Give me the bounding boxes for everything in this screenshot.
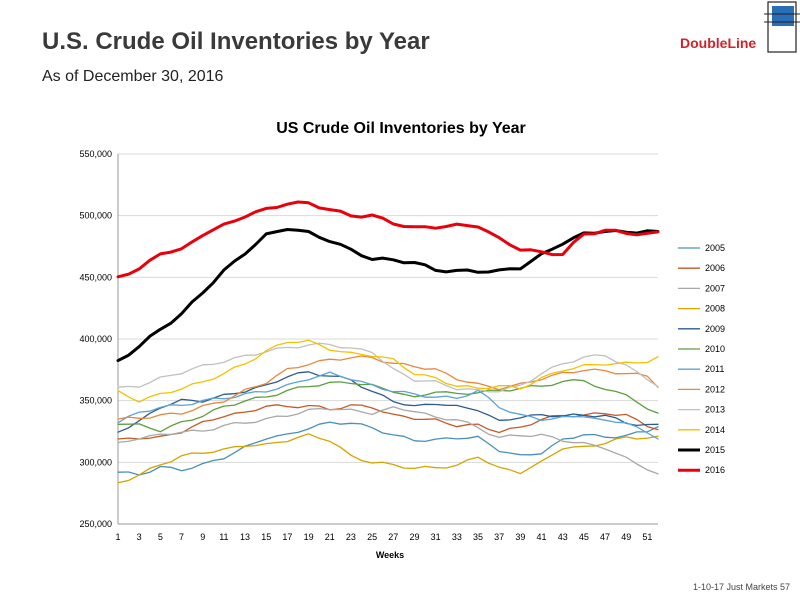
legend-label-2006: 2006 — [705, 263, 725, 273]
y-tick-label: 250,000 — [79, 519, 112, 529]
slide-subtitle: As of December 30, 2016 — [42, 68, 224, 85]
legend: 2005 2006 2007 2008 2009 2010 2011 2012 2013 2014… — [678, 243, 725, 475]
legend-label-2015: 2015 — [705, 445, 725, 455]
x-tick-label: 11 — [219, 532, 228, 542]
x-tick-label: 21 — [325, 532, 335, 542]
legend-label-2016: 2016 — [705, 465, 725, 475]
legend-label-2005: 2005 — [705, 243, 725, 253]
series-lines — [116, 200, 660, 484]
series-line-2011 — [117, 371, 659, 440]
x-tick-label: 43 — [558, 532, 568, 542]
x-tick-label: 29 — [409, 532, 419, 542]
legend-label-2011: 2011 — [705, 364, 724, 374]
x-tick-label: 23 — [346, 532, 356, 542]
slide-title: U.S. Crude Oil Inventories by Year — [42, 28, 430, 55]
series-line-2013 — [117, 342, 659, 393]
y-axis-tick-labels: 250,000 300,000 350,000 400,000 450,000 500,0… — [79, 149, 112, 529]
footer-page-note: 1-10-17 Just Markets 57 — [692, 582, 790, 592]
x-tick-label: 3 — [137, 532, 142, 542]
x-tick-label: 15 — [261, 532, 271, 542]
x-tick-label: 49 — [621, 532, 631, 542]
y-tick-label: 350,000 — [79, 396, 112, 406]
series-line-2012 — [117, 355, 659, 420]
legend-label-2014: 2014 — [705, 425, 725, 435]
x-tick-label: 19 — [304, 532, 314, 542]
x-tick-label: 1 — [115, 532, 120, 542]
legend-label-2013: 2013 — [705, 405, 725, 415]
series-line-2005 — [117, 421, 659, 476]
x-tick-label: 41 — [537, 532, 547, 542]
chart-title: US Crude Oil Inventories by Year — [276, 120, 526, 137]
y-tick-label: 500,000 — [79, 211, 112, 221]
series-line-2008 — [117, 433, 659, 484]
series-line-2016 — [116, 200, 660, 279]
series-line-2009 — [117, 371, 659, 433]
series-line-2014 — [117, 339, 659, 403]
x-tick-label: 17 — [282, 532, 292, 542]
series-line-2015 — [116, 228, 660, 363]
x-tick-label: 9 — [200, 532, 205, 542]
x-tick-label: 47 — [600, 532, 610, 542]
x-axis-label: Weeks — [376, 550, 404, 560]
y-tick-label: 400,000 — [79, 334, 112, 344]
x-tick-label: 13 — [240, 532, 250, 542]
x-tick-label: 45 — [579, 532, 589, 542]
y-tick-label: 300,000 — [79, 457, 112, 467]
doubleline-logo: DoubleLine — [680, 35, 757, 51]
x-tick-label: 51 — [642, 532, 652, 542]
x-tick-label: 7 — [179, 532, 184, 542]
y-tick-label: 450,000 — [79, 272, 112, 282]
x-axis-tick-labels: 1 3 5 7 9 11 13 15 17 19 21 23 25 27 29 31 33 35 37 39 41 43 4… — [115, 532, 652, 542]
series-line-2007 — [117, 406, 659, 475]
axes — [117, 154, 658, 525]
y-tick-label: 550,000 — [79, 149, 112, 159]
x-tick-label: 27 — [388, 532, 398, 542]
x-tick-label: 31 — [431, 532, 441, 542]
x-tick-label: 35 — [473, 532, 483, 542]
x-tick-label: 5 — [158, 532, 163, 542]
x-tick-label: 33 — [452, 532, 462, 542]
x-tick-label: 39 — [515, 532, 525, 542]
legend-label-2009: 2009 — [705, 324, 725, 334]
logo-mark-icon — [764, 1, 800, 53]
x-tick-label: 25 — [367, 532, 377, 542]
x-tick-label: 37 — [494, 532, 504, 542]
legend-label-2007: 2007 — [705, 283, 725, 293]
legend-label-2012: 2012 — [705, 384, 725, 394]
legend-label-2010: 2010 — [705, 344, 725, 354]
legend-label-2008: 2008 — [705, 304, 725, 314]
